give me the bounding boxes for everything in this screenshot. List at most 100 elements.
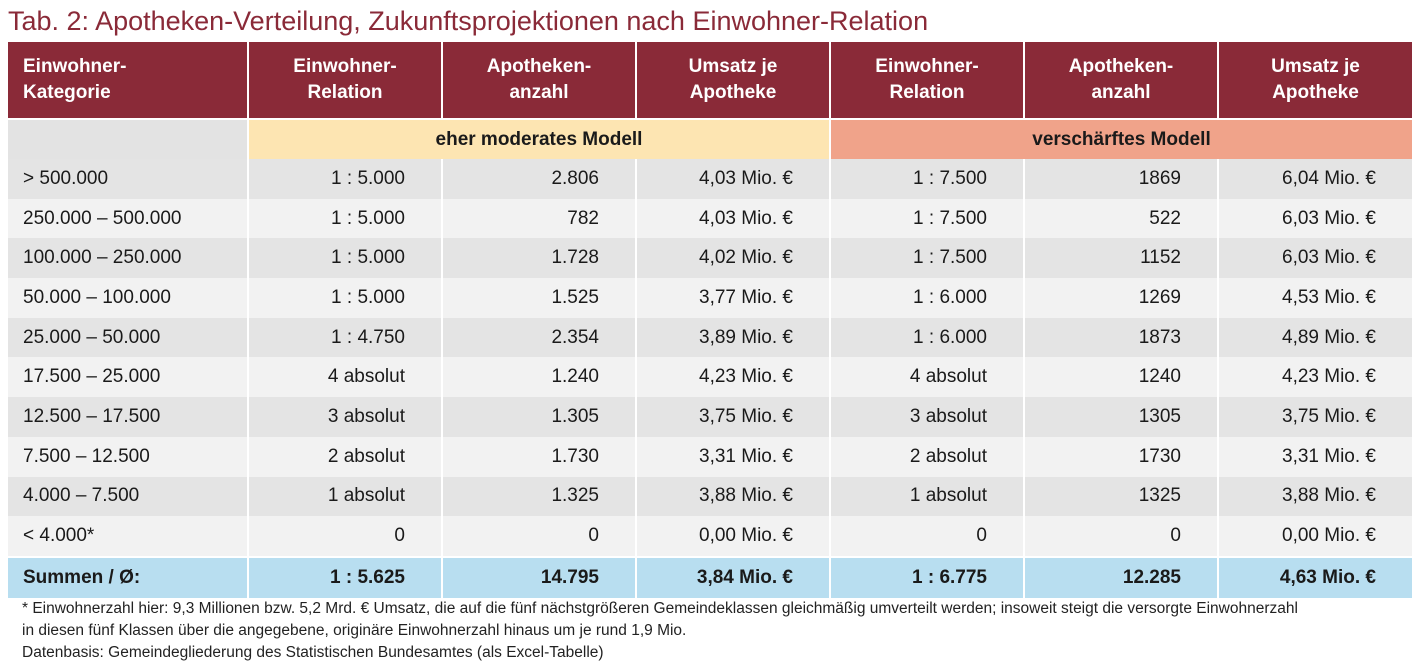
header-moderate-count: Apotheken- anzahl bbox=[443, 42, 637, 118]
totals-label: Summen / Ø: bbox=[8, 555, 249, 598]
strict-relation-cell: 0 bbox=[831, 516, 1025, 556]
moderate-count-cell: 782 bbox=[443, 198, 637, 239]
strict-relation-cell: 1 absolut bbox=[831, 476, 1025, 517]
strict-relation-cell: 1 : 7.500 bbox=[831, 159, 1025, 199]
moderate-relation-cell: 2 absolut bbox=[249, 436, 443, 477]
header-strict-relation: Einwohner- Relation bbox=[831, 42, 1025, 118]
strict-count-cell: 1869 bbox=[1025, 159, 1219, 199]
totals-moderate-revenue: 3,84 Mio. € bbox=[637, 555, 831, 598]
notes: * Einwohnerzahl hier: 9,3 Millionen bzw.… bbox=[22, 598, 1412, 664]
strict-revenue-cell: 4,53 Mio. € bbox=[1219, 278, 1412, 318]
strict-revenue-cell: 4,89 Mio. € bbox=[1219, 317, 1412, 358]
category-cell: 50.000 – 100.000 bbox=[8, 278, 249, 318]
moderate-revenue-cell: 4,02 Mio. € bbox=[637, 238, 831, 279]
moderate-relation-cell: 0 bbox=[249, 516, 443, 556]
strict-relation-cell: 3 absolut bbox=[831, 397, 1025, 437]
moderate-revenue-cell: 3,88 Mio. € bbox=[637, 476, 831, 517]
table-row: 17.500 – 25.000 4 absolut 1.240 4,23 Mio. €… bbox=[8, 357, 1412, 398]
moderate-relation-cell: 1 : 5.000 bbox=[249, 198, 443, 239]
moderate-revenue-cell: 4,23 Mio. € bbox=[637, 357, 831, 398]
moderate-model-label: eher moderates Modell bbox=[249, 118, 831, 159]
strict-relation-cell: 1 : 7.500 bbox=[831, 238, 1025, 279]
header-count-line2: anzahl bbox=[509, 82, 569, 103]
header-revenue-line1: Umsatz je bbox=[1271, 56, 1360, 77]
category-cell: > 500.000 bbox=[8, 159, 249, 199]
moderate-revenue-cell: 0,00 Mio. € bbox=[637, 516, 831, 556]
strict-count-cell: 1240 bbox=[1025, 357, 1219, 398]
table-body: eher moderates Modell verschärftes Model… bbox=[8, 118, 1412, 556]
totals-moderate-relation: 1 : 5.625 bbox=[249, 555, 443, 598]
table-row: 25.000 – 50.000 1 : 4.750 2.354 3,89 Mio. €… bbox=[8, 317, 1412, 358]
moderate-relation-cell: 1 : 5.000 bbox=[249, 159, 443, 199]
strict-count-cell: 1873 bbox=[1025, 317, 1219, 358]
category-cell: 100.000 – 250.000 bbox=[8, 238, 249, 279]
header-category: Einwohner- Kategorie bbox=[8, 42, 249, 118]
table-row: 4.000 – 7.500 1 absolut 1.325 3,88 Mio. €1 … bbox=[8, 476, 1412, 517]
strict-revenue-cell: 3,88 Mio. € bbox=[1219, 476, 1412, 517]
table-row: > 500.000 1 : 5.000 2.806 4,03 Mio. €1 : 7.… bbox=[8, 159, 1412, 199]
strict-relation-cell: 1 : 6.000 bbox=[831, 278, 1025, 318]
moderate-count-cell: 1.728 bbox=[443, 238, 637, 279]
header-row: Einwohner- Kategorie Einwohner- Relation… bbox=[8, 42, 1412, 118]
category-cell: 17.500 – 25.000 bbox=[8, 357, 249, 398]
header-strict-count: Apotheken- anzahl bbox=[1025, 42, 1219, 118]
moderate-revenue-cell: 3,31 Mio. € bbox=[637, 436, 831, 477]
header-relation-line2: Relation bbox=[307, 82, 383, 103]
strict-relation-cell: 2 absolut bbox=[831, 436, 1025, 477]
strict-revenue-cell: 0,00 Mio. € bbox=[1219, 516, 1412, 556]
category-cell: 4.000 – 7.500 bbox=[8, 476, 249, 517]
strict-count-cell: 522 bbox=[1025, 198, 1219, 239]
category-cell: 25.000 – 50.000 bbox=[8, 317, 249, 358]
strict-revenue-cell: 4,23 Mio. € bbox=[1219, 357, 1412, 398]
header-moderate-revenue: Umsatz je Apotheke bbox=[637, 42, 831, 118]
moderate-revenue-cell: 4,03 Mio. € bbox=[637, 198, 831, 239]
strict-relation-cell: 1 : 6.000 bbox=[831, 317, 1025, 358]
table-row: 50.000 – 100.000 1 : 5.000 1.525 3,77 Mio. … bbox=[8, 278, 1412, 318]
strict-model-label: verschärftes Modell bbox=[831, 118, 1412, 159]
moderate-count-cell: 1.325 bbox=[443, 476, 637, 517]
moderate-count-cell: 2.806 bbox=[443, 159, 637, 199]
strict-revenue-cell: 6,03 Mio. € bbox=[1219, 198, 1412, 239]
moderate-relation-cell: 1 : 4.750 bbox=[249, 317, 443, 358]
footnote-line2: in diesen fünf Klassen über die angegebe… bbox=[22, 622, 687, 639]
header-moderate-relation: Einwohner- Relation bbox=[249, 42, 443, 118]
totals-strict-revenue: 4,63 Mio. € bbox=[1219, 555, 1412, 598]
table-row: 100.000 – 250.000 1 : 5.000 1.728 4,02 Mio.… bbox=[8, 238, 1412, 279]
strict-revenue-cell: 6,04 Mio. € bbox=[1219, 159, 1412, 199]
moderate-relation-cell: 1 : 5.000 bbox=[249, 278, 443, 318]
strict-count-cell: 1305 bbox=[1025, 397, 1219, 437]
moderate-count-cell: 1.305 bbox=[443, 397, 637, 437]
header-count-line2: anzahl bbox=[1091, 82, 1151, 103]
category-cell: < 4.000* bbox=[8, 516, 249, 556]
moderate-relation-cell: 4 absolut bbox=[249, 357, 443, 398]
header-relation-line2: Relation bbox=[889, 82, 965, 103]
totals-strict-relation: 1 : 6.775 bbox=[831, 555, 1025, 598]
header-relation-line1: Einwohner- bbox=[875, 56, 979, 77]
strict-count-cell: 0 bbox=[1025, 516, 1219, 556]
strict-count-cell: 1269 bbox=[1025, 278, 1219, 318]
table-title: Tab. 2: Apotheken-Verteilung, Zukunftspr… bbox=[8, 6, 929, 36]
header-count-line1: Apotheken- bbox=[486, 56, 592, 77]
strict-count-cell: 1730 bbox=[1025, 436, 1219, 477]
moderate-revenue-cell: 3,89 Mio. € bbox=[637, 317, 831, 358]
source-note: Datenbasis: Gemeindegliederung des Stati… bbox=[22, 644, 604, 661]
header-relation-line1: Einwohner- bbox=[293, 56, 397, 77]
header-category-line2: Kategorie bbox=[23, 82, 111, 103]
strict-count-cell: 1325 bbox=[1025, 476, 1219, 517]
header-revenue-line2: Apotheke bbox=[689, 82, 777, 103]
header-count-line1: Apotheken- bbox=[1068, 56, 1174, 77]
strict-revenue-cell: 3,31 Mio. € bbox=[1219, 436, 1412, 477]
model-row: eher moderates Modell verschärftes Model… bbox=[8, 118, 1412, 159]
moderate-relation-cell: 1 : 5.000 bbox=[249, 238, 443, 279]
totals-moderate-count: 14.795 bbox=[443, 555, 637, 598]
category-cell: 7.500 – 12.500 bbox=[8, 436, 249, 477]
header-category-line1: Einwohner- bbox=[23, 56, 127, 77]
totals-strict-count: 12.285 bbox=[1025, 555, 1219, 598]
moderate-relation-cell: 1 absolut bbox=[249, 476, 443, 517]
footnote-line1: * Einwohnerzahl hier: 9,3 Millionen bzw.… bbox=[22, 600, 1298, 617]
category-cell: 12.500 – 17.500 bbox=[8, 397, 249, 437]
table-row: 12.500 – 17.500 3 absolut 1.305 3,75 Mio. €… bbox=[8, 397, 1412, 437]
header-revenue-line1: Umsatz je bbox=[688, 56, 778, 77]
moderate-count-cell: 0 bbox=[443, 516, 637, 556]
totals-row: Summen / Ø: 1 : 5.625 14.795 3,84 Mio. €… bbox=[8, 555, 1412, 598]
